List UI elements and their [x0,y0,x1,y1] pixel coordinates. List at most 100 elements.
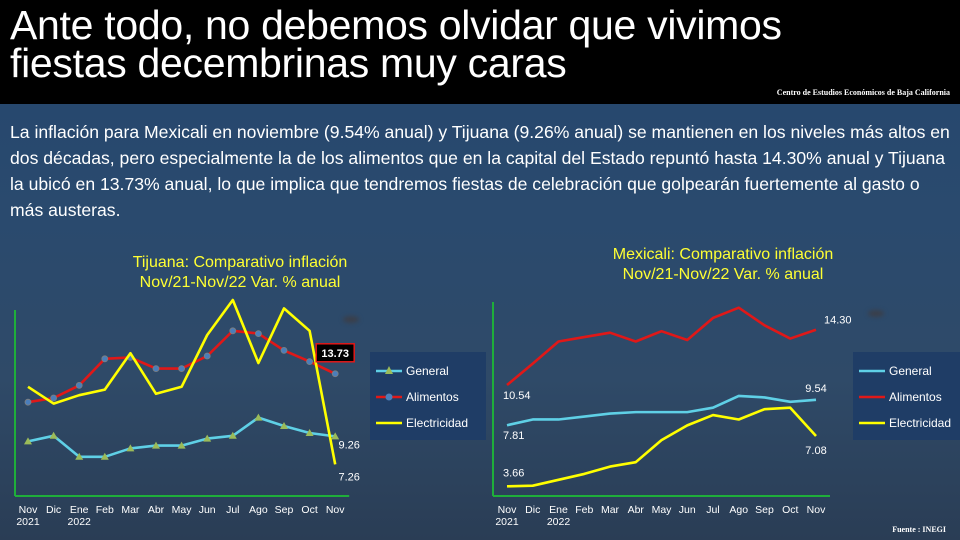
mexicali-data-label: 9.54 [805,383,826,395]
tijuana-point-alimentos [280,346,288,354]
tijuana-point-general [152,441,160,449]
legend-item-general: General [859,358,959,384]
tijuana-point-general [24,437,32,445]
mexicali-chart-title-line1: Mexicali: Comparativo inflación [612,246,834,263]
mexicali-data-label: 10.54 [503,390,531,402]
legend-item-alimentos: Alimentos [859,384,959,410]
tijuana-point-alimentos [101,355,109,363]
mexicali-x-tick-label: Ene [549,504,568,516]
mexicali-x-tick-label: Ago [729,504,748,516]
mexicali-legend: General Alimentos Electricidad [853,352,960,440]
mexicali-data-label: 14.30 [824,315,852,327]
tijuana-x-year-label: 2021 [16,516,40,528]
mexicali-x-tick-label: Jun [679,504,696,516]
tijuana-chart-title-line2: Nov/21-Nov/22 Var. % anual [139,274,341,291]
tijuana-x-tick-label: Mar [121,504,140,516]
legend-item-electricidad: Electricidad [376,410,480,436]
tijuana-point-alimentos [229,327,237,335]
mexicali-x-tick-label: Dic [525,504,540,516]
tijuana-point-general [203,434,212,442]
tijuana-point-general [254,413,263,421]
tijuana-point-general [305,429,314,436]
mexicali-series-general [506,394,817,427]
tijuana-x-tick-label: Sep [275,504,294,516]
tijuana-x-tick-label: Nov [326,504,345,516]
tijuana-point-alimentos [254,330,262,338]
legend-swatch-general [376,366,402,374]
tijuana-point-alimentos [178,365,186,373]
tijuana-x-tick-label: Dic [46,504,61,516]
legend-swatch-alimentos [859,395,885,399]
tijuana-point-general [331,432,340,440]
tijuana-point-general [100,452,109,460]
legend-label-general: General [406,364,449,378]
legend-label-general: General [889,364,932,378]
tijuana-point-alimentos [306,358,314,366]
mexicali-data-label: 3.66 [503,467,524,479]
tijuana-legend: General Alimentos Electricidad [370,352,486,440]
tijuana-x-tick-label: Jun [199,504,216,516]
tijuana-point-general [49,431,58,439]
tijuana-point-general [75,452,84,460]
title-bar [0,0,960,104]
tijuana-data-label: 7.26 [338,471,359,483]
mexicali-data-label: 7.81 [503,430,524,442]
legend-label-alimentos: Alimentos [406,390,459,404]
slide-title: Ante todo, no debemos olvidar que vivimo… [10,2,782,86]
mexicali-x-year-label: 2021 [495,516,519,528]
tijuana-x-tick-label: Jul [226,504,239,516]
tijuana-point-alimentos [24,398,32,406]
decorative-smudge [868,310,884,317]
tijuana-data-label: 13.73 [321,348,349,360]
mexicali-x-tick-label: Mar [601,504,620,516]
tijuana-series-electricidad [27,298,337,465]
mexicali-x-tick-label: Sep [755,504,774,516]
legend-swatch-general [859,369,885,373]
tijuana-x-tick-label: Ene [70,504,89,516]
tijuana-point-alimentos [203,352,211,360]
tijuana-point-alimentos [75,381,83,389]
mexicali-x-tick-label: Abr [628,504,645,516]
tijuana-data-label: 9.26 [338,439,359,451]
tijuana-chart-title-line1: Tijuana: Comparativo inflación [132,254,348,271]
footer-source: Fuente : INEGI [892,525,946,534]
tijuana-x-tick-label: May [172,504,193,516]
mexicali-x-tick-label: Oct [782,504,798,516]
tijuana-x-tick-label: Abr [148,504,165,516]
tijuana-point-alimentos [152,365,160,373]
legend-label-electricidad: Electricidad [889,416,952,430]
tijuana-x-tick-label: Feb [96,504,114,516]
legend-item-alimentos: Alimentos [376,384,480,410]
legend-swatch-electricidad [859,421,885,425]
decorative-smudge [343,316,359,323]
legend-swatch-electricidad [376,421,402,425]
tijuana-point-general [126,444,135,452]
legend-label-electricidad: Electricidad [406,416,469,430]
tijuana-point-general [177,441,186,449]
tijuana-point-general [228,431,237,439]
mexicali-x-tick-label: Nov [498,504,517,516]
mexicali-x-tick-label: Feb [575,504,593,516]
summary-paragraph: La inflación para Mexicali en noviembre … [10,122,950,220]
tijuana-x-tick-label: Oct [301,504,317,516]
mexicali-series-electricidad [506,406,817,488]
tijuana-point-general [280,422,288,429]
legend-item-general: General [376,358,480,384]
mexicali-x-tick-label: Jul [706,504,719,516]
tijuana-x-year-label: 2022 [68,516,92,528]
mexicali-x-year-label: 2022 [547,516,571,528]
tijuana-label-box [315,343,355,363]
tijuana-point-alimentos [331,370,339,378]
tijuana-x-tick-label: Ago [249,504,268,516]
mexicali-series-alimentos [506,306,817,387]
legend-swatch-alimentos [376,393,402,401]
mexicali-x-tick-label: Nov [807,504,826,516]
tijuana-x-tick-label: Nov [19,504,38,516]
mexicali-x-tick-label: May [652,504,673,516]
tijuana-point-alimentos [50,394,57,402]
source-credit-top: Centro de Estudios Económicos de Baja Ca… [776,88,950,97]
tijuana-series-general [27,416,336,459]
